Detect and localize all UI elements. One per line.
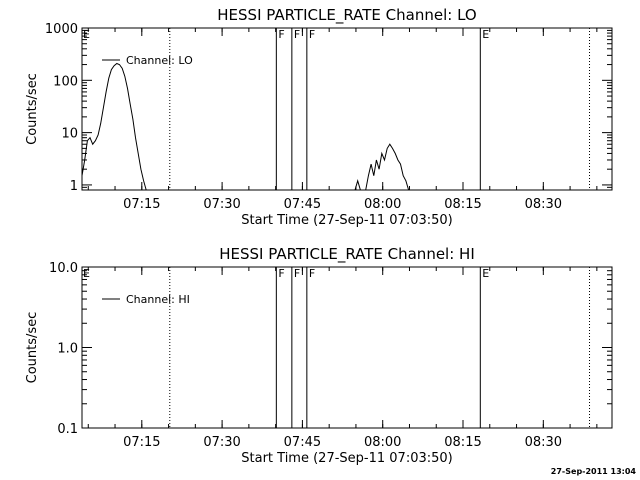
- chart-title: HESSI PARTICLE_RATE Channel: LO: [217, 6, 476, 25]
- y-axis-label: Counts/sec: [25, 312, 40, 384]
- y-axis-label: Counts/sec: [25, 73, 40, 145]
- event-marker-label: E: [482, 28, 489, 41]
- x-axis-label: Start Time (27-Sep-11 07:03:50): [241, 451, 452, 466]
- chart-title: HESSI PARTICLE_RATE Channel: HI: [219, 245, 475, 264]
- x-axis-label: Start Time (27-Sep-11 07:03:50): [241, 213, 452, 228]
- chart-panel-lo: HESSI PARTICLE_RATE Channel: LO Start Tim…: [25, 6, 613, 228]
- series-line: [354, 179, 361, 191]
- y-tick-label: 1.0: [57, 342, 78, 357]
- legend-label: Channel: HI: [126, 293, 190, 306]
- y-tick-label: 1000: [45, 22, 78, 37]
- event-marker-label: F: [309, 28, 315, 41]
- x-tick-label: 07:45: [284, 435, 321, 450]
- series-line: [81, 62, 147, 191]
- event-marker-label: F: [309, 267, 315, 280]
- y-tick-label: 10: [61, 127, 78, 142]
- legend-label: Channel: LO: [126, 54, 193, 67]
- plot-frame: [81, 266, 613, 429]
- series-line: [365, 143, 410, 191]
- y-tick-label: 0.1: [57, 422, 78, 437]
- y-tick-label: 1: [70, 179, 78, 194]
- x-tick-label: 08:15: [444, 197, 481, 212]
- x-tick-label: 08:00: [364, 435, 401, 450]
- event-marker-label: F: [278, 28, 284, 41]
- event-marker-label: F: [294, 267, 300, 280]
- y-tick-label: 10.0: [49, 261, 78, 276]
- left-marker-label: E: [83, 267, 90, 280]
- x-tick-label: 07:30: [203, 197, 240, 212]
- x-tick-label: 08:15: [444, 435, 481, 450]
- chart-panel-hi: HESSI PARTICLE_RATE Channel: HI Start Tim…: [25, 245, 613, 466]
- x-tick-label: 07:30: [203, 435, 240, 450]
- event-marker-label: F: [294, 28, 300, 41]
- x-tick-label: 08:30: [525, 435, 562, 450]
- event-marker-label: E: [482, 267, 489, 280]
- x-tick-label: 08:00: [364, 197, 401, 212]
- event-marker-label: F: [278, 267, 284, 280]
- plot-frame: [81, 27, 613, 191]
- x-tick-label: 07:15: [123, 197, 160, 212]
- x-tick-label: 07:15: [123, 435, 160, 450]
- y-tick-label: 100: [53, 74, 78, 89]
- x-tick-label: 08:30: [525, 197, 562, 212]
- left-marker-label: E: [83, 28, 90, 41]
- timestamp: 27-Sep-2011 13:04: [551, 467, 637, 476]
- x-tick-label: 07:45: [284, 197, 321, 212]
